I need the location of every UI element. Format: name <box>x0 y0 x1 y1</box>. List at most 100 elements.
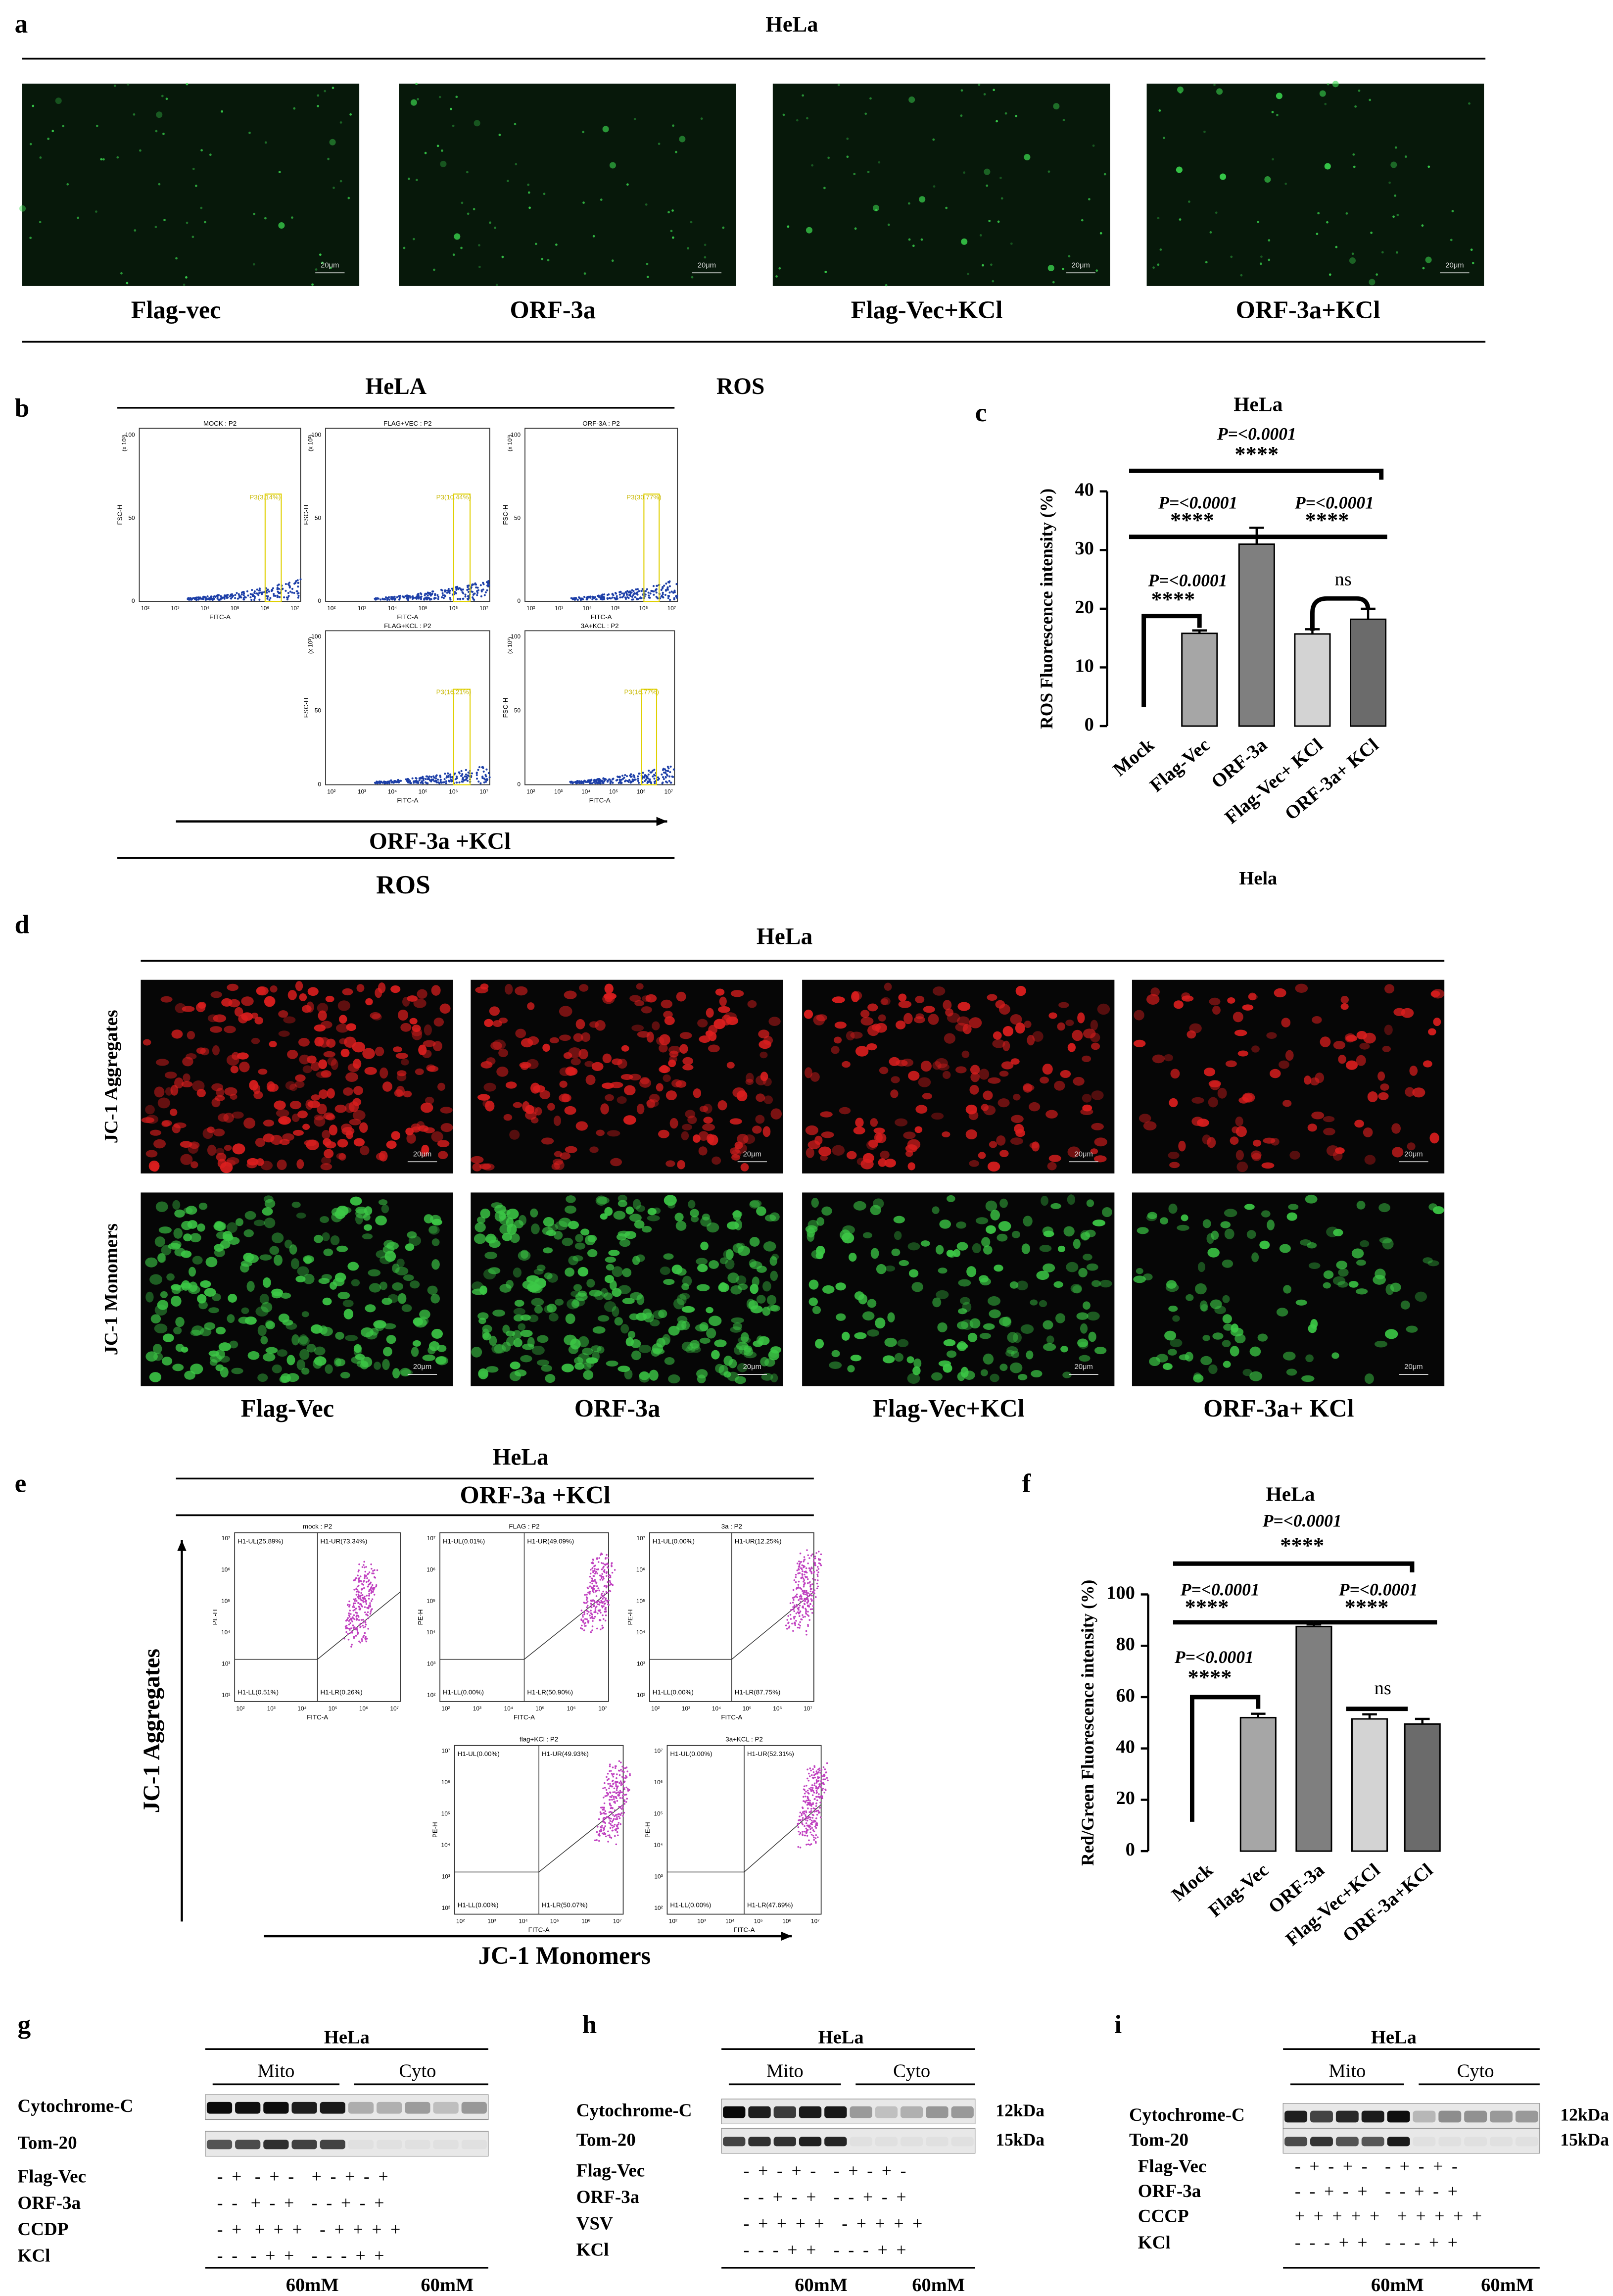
cell <box>51 130 54 133</box>
tick-label: 10⁶ <box>359 1705 368 1712</box>
event <box>806 1571 808 1574</box>
event <box>617 1834 619 1837</box>
event <box>449 589 451 592</box>
flow-plot <box>325 428 490 602</box>
plot-title: FLAG+KCL : P2 <box>384 622 431 630</box>
event <box>799 1811 802 1813</box>
blot-band <box>377 2140 402 2149</box>
event <box>457 598 459 600</box>
cell <box>1063 1226 1075 1237</box>
event <box>610 1824 613 1827</box>
cell <box>482 1332 491 1341</box>
cell <box>708 1260 719 1269</box>
event <box>646 588 648 590</box>
cell <box>268 1083 279 1092</box>
event <box>817 1579 819 1581</box>
tick-label: 10⁶ <box>637 788 646 795</box>
cell <box>1099 232 1102 235</box>
cell <box>1083 1028 1096 1039</box>
event <box>806 1582 809 1584</box>
event <box>425 778 427 781</box>
cell <box>160 1291 168 1298</box>
cell <box>278 171 281 173</box>
cell <box>323 1051 335 1058</box>
cell <box>95 125 98 127</box>
cell <box>1043 1343 1056 1351</box>
event <box>798 1623 800 1625</box>
cell <box>489 1006 500 1016</box>
cell <box>342 1299 354 1308</box>
cell <box>731 1317 744 1323</box>
event <box>458 781 461 783</box>
cell <box>277 1349 287 1357</box>
event <box>373 1572 375 1574</box>
cell <box>1305 1194 1318 1204</box>
cell <box>172 1364 184 1371</box>
cell <box>313 1358 323 1369</box>
cell <box>1223 1323 1233 1331</box>
event <box>251 589 253 591</box>
cell <box>820 1155 828 1161</box>
cell <box>209 153 212 156</box>
event <box>816 1780 819 1782</box>
cell <box>280 1292 291 1299</box>
event <box>638 590 640 592</box>
cell <box>506 1217 514 1228</box>
event <box>616 1818 618 1820</box>
cell <box>264 996 275 1007</box>
event <box>435 777 437 780</box>
event <box>661 773 663 776</box>
cell <box>821 1131 834 1138</box>
event <box>353 1598 355 1601</box>
event <box>603 1833 605 1835</box>
cell <box>255 1138 266 1147</box>
cell <box>602 1053 612 1064</box>
cell <box>424 151 427 154</box>
cell <box>908 238 911 241</box>
cell <box>675 1221 687 1231</box>
cell <box>431 1131 443 1142</box>
event <box>810 1555 812 1557</box>
cell <box>499 1212 507 1220</box>
cell <box>668 1374 680 1384</box>
cell <box>505 983 513 995</box>
event <box>486 589 488 591</box>
cell <box>264 1199 276 1209</box>
event <box>590 779 593 782</box>
cell <box>438 96 441 98</box>
cell <box>145 1105 155 1115</box>
cell <box>1094 1137 1107 1147</box>
event <box>613 1818 615 1820</box>
cell <box>943 1339 956 1347</box>
flow-plot <box>325 630 490 785</box>
cell <box>895 1118 908 1126</box>
cell <box>1364 1373 1374 1384</box>
cell <box>985 1200 997 1212</box>
event <box>593 1605 595 1608</box>
cell <box>409 1018 418 1025</box>
event <box>600 1612 602 1614</box>
cell <box>1282 1100 1292 1107</box>
event <box>417 782 420 784</box>
cell <box>1356 1201 1366 1210</box>
cell <box>907 1162 915 1171</box>
event <box>616 1781 618 1783</box>
event <box>433 597 435 600</box>
event <box>615 1784 617 1786</box>
event <box>611 592 614 595</box>
cell <box>975 1217 989 1224</box>
event <box>648 596 651 599</box>
event <box>355 1635 357 1637</box>
cell <box>1077 1012 1085 1024</box>
cell <box>1323 1127 1335 1135</box>
event <box>365 1575 368 1577</box>
blot-band <box>1516 2137 1538 2146</box>
event <box>353 1606 355 1608</box>
event <box>632 774 635 777</box>
cell <box>211 1083 224 1091</box>
event <box>604 1563 606 1565</box>
event <box>359 1626 361 1628</box>
event <box>611 1571 614 1574</box>
cell <box>1352 153 1355 156</box>
axis-label: FSC-H <box>302 698 310 718</box>
